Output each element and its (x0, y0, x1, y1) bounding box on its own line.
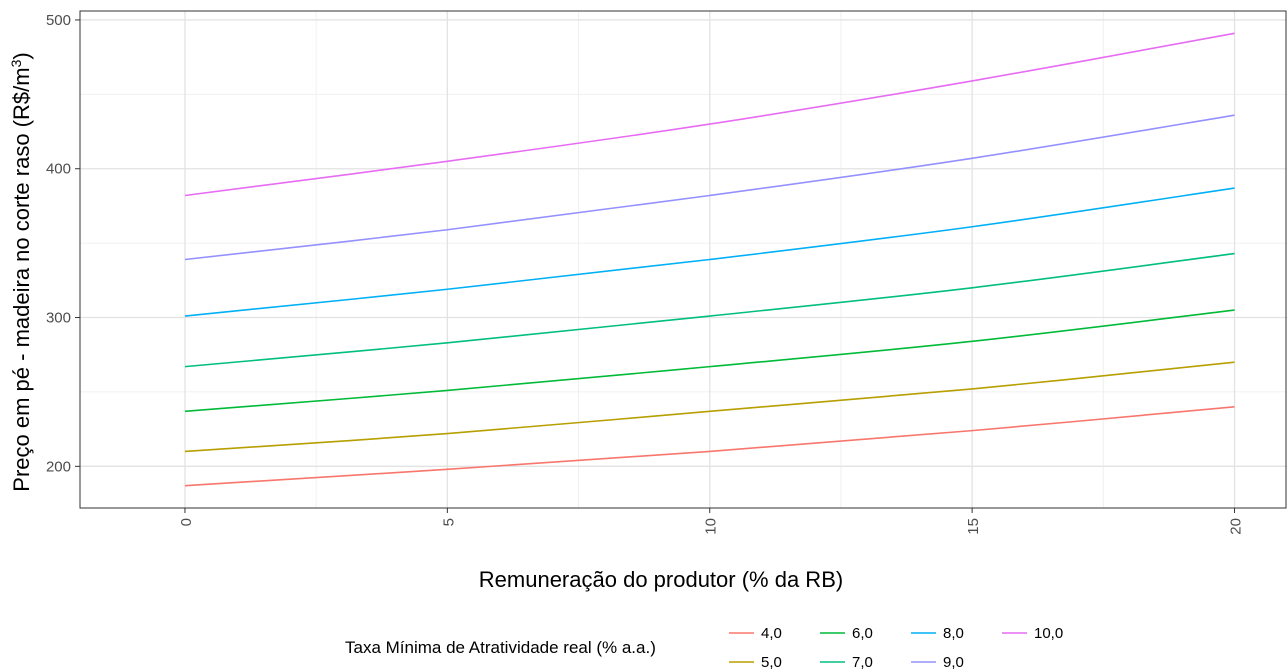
legend-title: Taxa Mínima de Atratividade real (% a.a.… (345, 638, 656, 657)
series-lines (184, 32, 1235, 487)
legend-label: 10,0 (1034, 625, 1063, 642)
legend-item-6-0: 6,0 (820, 625, 873, 642)
legend-label: 6,0 (852, 625, 873, 642)
legend-label: 4,0 (761, 625, 782, 642)
legend-label: 7,0 (852, 654, 873, 671)
y-tick-label: 500 (46, 12, 71, 29)
x-tick-label: 20 (1228, 518, 1245, 535)
x-axis-title: Remuneração do produtor (% da RB) (479, 567, 843, 592)
series-line-5-0 (184, 361, 1235, 453)
legend-item-10-0: 10,0 (1002, 625, 1063, 642)
y-axis-title-superscript: 3 (8, 59, 24, 67)
y-tick-label: 200 (46, 458, 71, 475)
y-tick-label: 300 (46, 310, 71, 327)
series-line-7-0 (184, 252, 1235, 368)
legend-label: 8,0 (943, 625, 964, 642)
x-tick-label: 0 (178, 518, 195, 526)
legend-items: 4,0 5,0 6,0 7,0 8,0 9,0 10,0 (729, 625, 1063, 671)
legend-item-9-0: 9,0 (911, 654, 964, 671)
legend-label: 5,0 (761, 654, 782, 671)
y-axis-title: Preço em pé - madeira no corte raso (R$/… (8, 52, 34, 491)
series-line-9-0 (184, 114, 1235, 261)
series-line-6-0 (184, 309, 1235, 413)
x-tick-label: 15 (965, 518, 982, 535)
minor-gridlines (80, 11, 1287, 508)
legend-item-7-0: 7,0 (820, 654, 873, 671)
y-tick-label: 400 (46, 161, 71, 178)
plot-panel-border (79, 10, 1287, 509)
x-tick-label: 10 (703, 518, 720, 535)
legend-item-8-0: 8,0 (911, 625, 964, 642)
legend-item-4-0: 4,0 (729, 625, 782, 642)
series-line-10-0 (184, 32, 1235, 197)
legend-item-5-0: 5,0 (729, 654, 782, 671)
legend-label: 9,0 (943, 654, 964, 671)
y-axis: 200 300 400 500 (46, 12, 80, 475)
series-line-4-0 (184, 406, 1235, 487)
legend: Taxa Mínima de Atratividade real (% a.a.… (345, 625, 1063, 671)
series-line-8-0 (184, 187, 1235, 317)
y-axis-title-close: ) (9, 52, 34, 59)
x-tick-label: 5 (440, 518, 457, 526)
y-axis-title-main: Preço em pé - madeira no corte raso (R$/… (9, 67, 34, 491)
x-axis: 0 5 10 15 20 (178, 508, 1245, 535)
